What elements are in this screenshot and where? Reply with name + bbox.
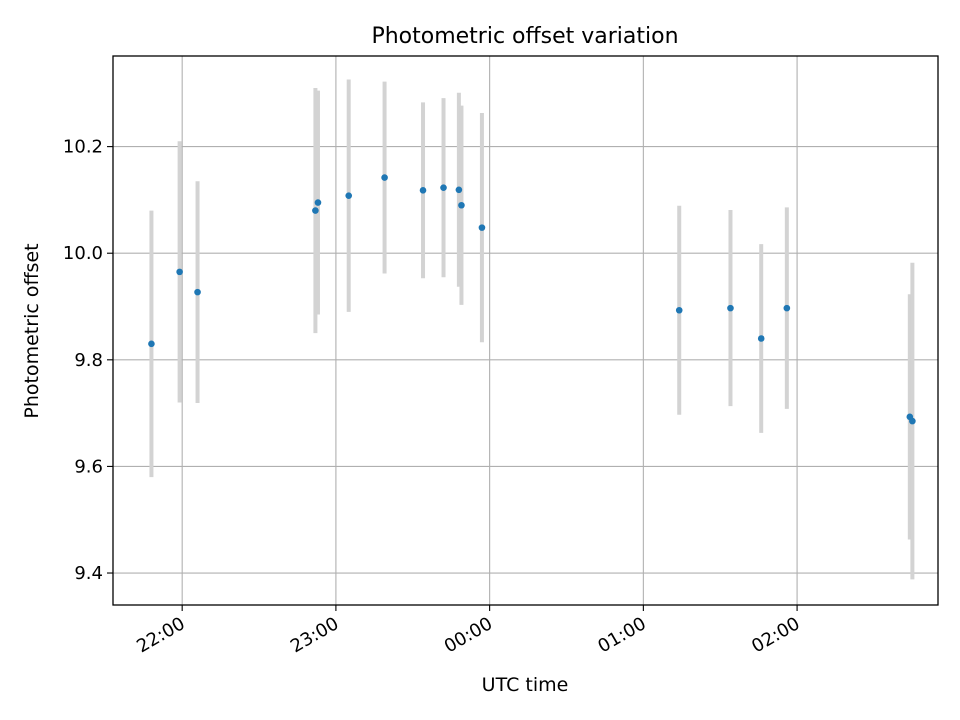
data-point	[345, 192, 353, 199]
y-tick-label: 10.0	[63, 243, 103, 264]
chart-title: Photometric offset variation	[371, 24, 678, 49]
data-point	[440, 184, 447, 191]
data-point	[478, 224, 486, 231]
data-point	[419, 187, 427, 194]
data-point	[909, 417, 916, 425]
data-point	[458, 201, 465, 209]
data-point	[757, 335, 765, 342]
data-point	[176, 268, 183, 276]
y-tick-label: 9.6	[74, 456, 103, 477]
y-tick-label: 9.8	[74, 350, 103, 371]
data-point	[455, 186, 463, 194]
data-point	[194, 288, 201, 296]
plot-frame	[112, 55, 939, 606]
data-points	[148, 174, 916, 425]
data-point	[312, 207, 319, 214]
data-point	[148, 340, 155, 348]
y-axis-label: Photometric offset	[21, 243, 43, 418]
data-point	[783, 304, 791, 312]
data-point	[727, 304, 734, 312]
data-point	[381, 174, 388, 181]
data-point	[314, 199, 322, 206]
data-point	[675, 306, 683, 314]
y-tick-label: 10.2	[63, 137, 103, 158]
grid	[113, 56, 938, 605]
y-tick-label: 9.4	[74, 563, 103, 584]
x-axis-label: UTC time	[482, 674, 569, 696]
y-axis-ticks: 9.4 9.6 9.8 10.0 10.2	[63, 137, 113, 584]
